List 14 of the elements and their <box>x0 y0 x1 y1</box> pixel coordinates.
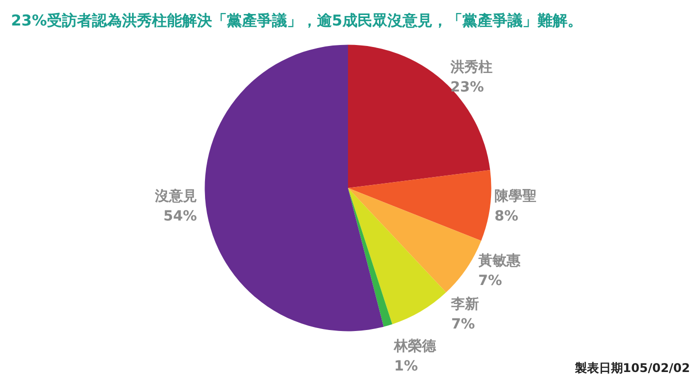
data-label: 23% <box>450 80 484 96</box>
slice-label: 林榮德 <box>393 338 438 355</box>
data-label: 8% <box>494 208 518 224</box>
data-label: 7% <box>478 272 502 289</box>
slice-label: 洪秀柱 <box>449 58 492 76</box>
slice-label: 黃敏惠 <box>477 252 522 269</box>
text: 製表日期105/02/02 <box>574 361 690 375</box>
data-label: 1% <box>394 358 418 375</box>
chart-title: 23%受訪者認為洪秀柱能解決「黨產爭議」，逾5成民眾沒意見，「黨產爭議」難解。 <box>11 12 582 30</box>
slice-label: 陳學聖 <box>494 188 536 204</box>
data-label: 7% <box>451 316 475 333</box>
slice-label: 李新 <box>450 296 480 313</box>
data-label: 54% <box>163 208 197 224</box>
slice-label: 沒意見 <box>154 187 197 204</box>
